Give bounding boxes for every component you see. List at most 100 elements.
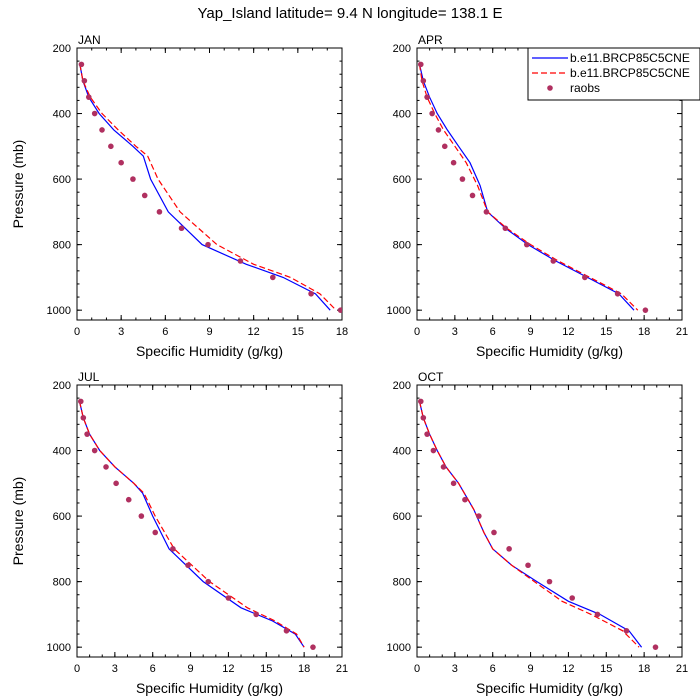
- series-line-dashed: [418, 64, 639, 311]
- raobs-point: [81, 77, 88, 84]
- x-tick-label: 6: [490, 326, 496, 338]
- x-tick-label: 3: [452, 663, 458, 675]
- x-tick-label: 18: [638, 663, 650, 675]
- raobs-point: [91, 447, 98, 454]
- x-axis-title: Specific Humidity (g/kg): [476, 343, 623, 359]
- series-line-solid: [79, 64, 331, 311]
- raobs-point: [141, 192, 148, 199]
- raobs-point: [506, 546, 512, 552]
- y-tick-label: 400: [393, 109, 411, 121]
- raobs-point: [78, 61, 85, 68]
- plot-frame: [76, 384, 343, 658]
- x-tick-label: 15: [260, 663, 272, 675]
- x-tick-label: 12: [248, 326, 260, 338]
- raobs-point: [502, 225, 509, 232]
- y-axis-title: Pressure (mb): [10, 477, 26, 566]
- y-tick-label: 200: [393, 380, 411, 392]
- raobs-point: [435, 127, 442, 133]
- raobs-point: [91, 110, 98, 117]
- panel-jul: JUL 0 3 6 9 12 15 18 21 200 400 600 800 1000 Specific …: [10, 370, 348, 696]
- series-layer: [417, 398, 659, 650]
- series-line-dashed: [79, 64, 337, 311]
- raobs-point: [156, 209, 163, 215]
- raobs-point: [424, 431, 430, 437]
- series-line-dashed: [78, 401, 305, 648]
- series-line-solid: [418, 401, 643, 648]
- y-tick-label: 800: [393, 240, 411, 252]
- raobs-point: [130, 176, 136, 182]
- x-tick-label: 3: [118, 326, 124, 338]
- y-tick-label: 1000: [47, 305, 71, 317]
- x-tick-label: 6: [162, 326, 168, 338]
- y-tick-label: 400: [393, 446, 411, 458]
- raobs-point: [450, 480, 457, 487]
- raobs-point: [283, 627, 290, 634]
- x-tick-label: 18: [298, 663, 310, 675]
- raobs-point: [420, 77, 427, 84]
- raobs-point: [417, 61, 424, 68]
- raobs-point: [469, 192, 476, 199]
- raobs-point: [582, 274, 588, 281]
- y-tick-label: 600: [53, 174, 71, 186]
- raobs-point: [424, 94, 430, 100]
- x-tick-label: 18: [638, 326, 650, 338]
- series-line-dashed: [418, 401, 640, 648]
- raobs-point: [491, 529, 497, 536]
- plot-frame: [416, 384, 683, 658]
- panel-label: JAN: [78, 33, 101, 47]
- raobs-point: [237, 258, 244, 264]
- x-tick-label: 15: [292, 326, 304, 338]
- raobs-point: [85, 94, 92, 100]
- y-tick-label: 800: [53, 240, 71, 252]
- raobs-point: [550, 258, 557, 264]
- panel-label: APR: [418, 33, 443, 47]
- raobs-point: [185, 562, 191, 569]
- raobs-point: [440, 464, 447, 470]
- raobs-point: [103, 464, 109, 470]
- raobs-point: [80, 414, 87, 421]
- legend-box: [527, 47, 700, 101]
- raobs-point: [138, 513, 145, 519]
- series-layer: [77, 398, 316, 650]
- raobs-point: [152, 529, 159, 536]
- raobs-point: [459, 176, 466, 182]
- y-tick-label: 1000: [387, 305, 411, 317]
- x-axis-title: Specific Humidity (g/kg): [136, 680, 283, 696]
- x-tick-label: 12: [222, 663, 234, 675]
- panel-oct: OCT 0 3 6 9 12 15 18 21 200 400 600 800 1000 Specific …: [387, 370, 689, 696]
- y-tick-label: 1000: [387, 642, 411, 654]
- raobs-point: [113, 480, 119, 487]
- y-tick-label: 400: [53, 446, 71, 458]
- x-tick-label: 9: [206, 326, 212, 338]
- raobs-point: [178, 225, 185, 232]
- x-tick-label: 12: [562, 326, 574, 338]
- x-axis-title: Specific Humidity (g/kg): [136, 343, 283, 359]
- panel-label: JUL: [78, 370, 100, 384]
- y-tick-label: 200: [53, 380, 71, 392]
- series-line-solid: [418, 64, 635, 311]
- figure-title: Yap_Island latitude= 9.4 N longitude= 13…: [198, 5, 503, 22]
- raobs-point: [594, 611, 601, 618]
- panel-label: OCT: [418, 370, 444, 384]
- raobs-point: [225, 595, 232, 601]
- x-tick-label: 9: [528, 663, 534, 675]
- raobs-point: [205, 241, 211, 248]
- x-tick-label: 12: [562, 663, 574, 675]
- raobs-point: [525, 562, 531, 569]
- legend-marker: [547, 85, 553, 91]
- x-tick-label: 9: [528, 326, 534, 338]
- x-tick-label: 18: [336, 326, 348, 338]
- x-tick-label: 21: [676, 326, 688, 338]
- y-tick-label: 600: [53, 511, 71, 523]
- x-tick-label: 6: [490, 663, 496, 675]
- raobs-point: [546, 578, 553, 585]
- x-axis-title: Specific Humidity (g/kg): [476, 680, 623, 696]
- raobs-point: [429, 110, 435, 117]
- plot-frame: [76, 47, 343, 321]
- raobs-point: [462, 496, 468, 503]
- y-tick-label: 200: [53, 43, 71, 55]
- raobs-point: [652, 644, 659, 650]
